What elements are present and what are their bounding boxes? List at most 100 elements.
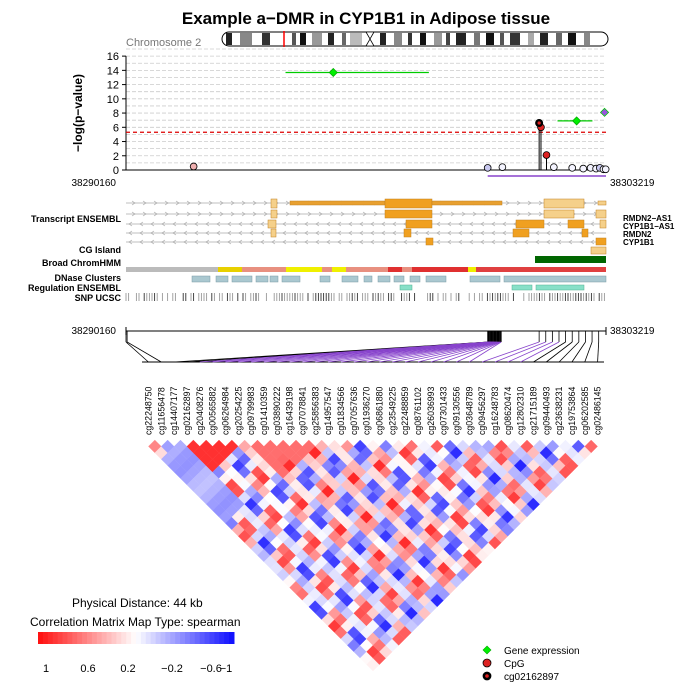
chromhmm-segment <box>126 267 218 272</box>
exon <box>384 209 433 219</box>
chromhmm-segment <box>286 267 322 272</box>
regulation-feature <box>511 284 533 291</box>
legend-gene-expression-marker <box>482 645 492 655</box>
mapping-connector <box>533 341 566 363</box>
scale-swatch <box>160 632 166 644</box>
exon <box>597 200 607 206</box>
legend-gene-expression-label: Gene expression <box>504 646 580 657</box>
y-tick-label: 14 <box>107 65 119 77</box>
strand-arrow <box>183 239 188 245</box>
strand-arrow <box>150 221 155 227</box>
exon <box>543 198 585 209</box>
strand-arrow <box>230 211 235 217</box>
strand-arrow <box>458 239 463 245</box>
chromhmm-segment <box>388 267 402 272</box>
exon <box>512 228 530 238</box>
mapping-connector <box>443 341 501 363</box>
scale-swatch <box>38 632 44 644</box>
scale-swatch <box>57 632 63 644</box>
gene-name-2: CYP1B1−AS1 <box>623 222 675 231</box>
strand-arrow <box>249 230 254 236</box>
scale-swatch <box>116 632 122 644</box>
strand-arrow <box>329 211 334 217</box>
legend: Gene expression CpG cg02162897 <box>482 645 580 683</box>
cpg-label: cg22248750 <box>143 386 153 435</box>
cpg-label: cg12802310 <box>516 386 526 435</box>
exon <box>515 219 545 229</box>
cpg-label: cg07301433 <box>439 386 449 435</box>
strand-arrow <box>502 221 507 227</box>
strand-arrow <box>241 200 246 206</box>
track-label-snp: SNP UCSC <box>75 293 122 303</box>
strand-arrow <box>439 211 444 217</box>
mapping-connector <box>494 341 546 363</box>
scale-swatch <box>175 632 181 644</box>
correlation-heatmap: cg22248750 cg11656478 cg14407177 cg02162897… <box>143 386 603 672</box>
ideogram-band <box>350 33 362 45</box>
strand-arrow <box>194 230 199 236</box>
strand-arrow <box>392 230 397 236</box>
ideogram-band <box>420 33 426 45</box>
mapping-connector <box>430 341 500 363</box>
strand-arrow <box>579 239 584 245</box>
strand-arrow <box>208 200 213 206</box>
strand-arrow <box>208 211 213 217</box>
y-tick-label: 10 <box>107 94 119 106</box>
chromhmm-segment <box>468 267 476 272</box>
strand-arrow <box>373 211 378 217</box>
scale-swatch <box>155 632 161 644</box>
chromosome-label: Chromosome 2 <box>126 37 201 49</box>
cpg-label: cg07057636 <box>349 386 359 435</box>
exon <box>431 200 503 206</box>
chromosome-ideogram: Chromosome 2 <box>126 31 609 49</box>
cpg-label: cg16248783 <box>490 386 500 435</box>
exon <box>590 246 607 255</box>
legend-cpg-marker <box>482 658 492 668</box>
strand-arrow <box>590 239 595 245</box>
strand-arrow <box>164 200 169 206</box>
scale-swatch <box>180 632 186 644</box>
cpg-label: cg03890222 <box>272 386 282 435</box>
cpg-label: cg07078841 <box>297 386 307 435</box>
strand-arrow <box>128 230 133 236</box>
strand-arrow <box>450 211 455 217</box>
ideogram-band <box>556 33 562 45</box>
ideogram-band <box>486 33 494 45</box>
cpg-label: cg21715189 <box>528 386 538 435</box>
strand-arrow <box>263 211 268 217</box>
strand-arrow <box>590 221 595 227</box>
strand-arrow <box>469 221 474 227</box>
strand-arrow <box>285 200 290 206</box>
strand-arrow <box>502 230 507 236</box>
strand-arrow <box>348 230 353 236</box>
scale-swatch <box>101 632 108 644</box>
ideogram-band <box>434 33 442 45</box>
mapping-end-label: 38303219 <box>610 326 655 337</box>
strand-arrow <box>219 211 224 217</box>
strand-arrow <box>238 221 243 227</box>
strand-arrow <box>197 200 202 206</box>
ideogram-band <box>300 33 306 45</box>
strand-arrow <box>480 221 485 227</box>
regulation-feature <box>399 284 413 291</box>
scale-swatch <box>214 632 220 644</box>
strand-arrow <box>164 211 169 217</box>
chromhmm-segment <box>332 267 346 272</box>
ideogram-band <box>342 33 346 45</box>
strand-arrow <box>285 211 290 217</box>
strand-arrow <box>150 230 155 236</box>
strand-arrow <box>337 230 342 236</box>
cpg-label: cg01410359 <box>259 386 269 435</box>
strand-arrow <box>546 239 551 245</box>
legend-reference-label: cg02162897 <box>504 672 559 683</box>
strand-arrow <box>139 221 144 227</box>
ideogram-band <box>500 33 504 45</box>
scale-tick-label: 1 <box>43 663 49 675</box>
exon <box>289 200 386 206</box>
strand-arrow <box>293 221 298 227</box>
cpg-label: cg09456297 <box>477 386 487 435</box>
scale-swatch <box>106 632 112 644</box>
strand-arrow <box>472 211 477 217</box>
strand-arrow <box>505 211 510 217</box>
cpg-label: cg06264984 <box>220 386 230 435</box>
